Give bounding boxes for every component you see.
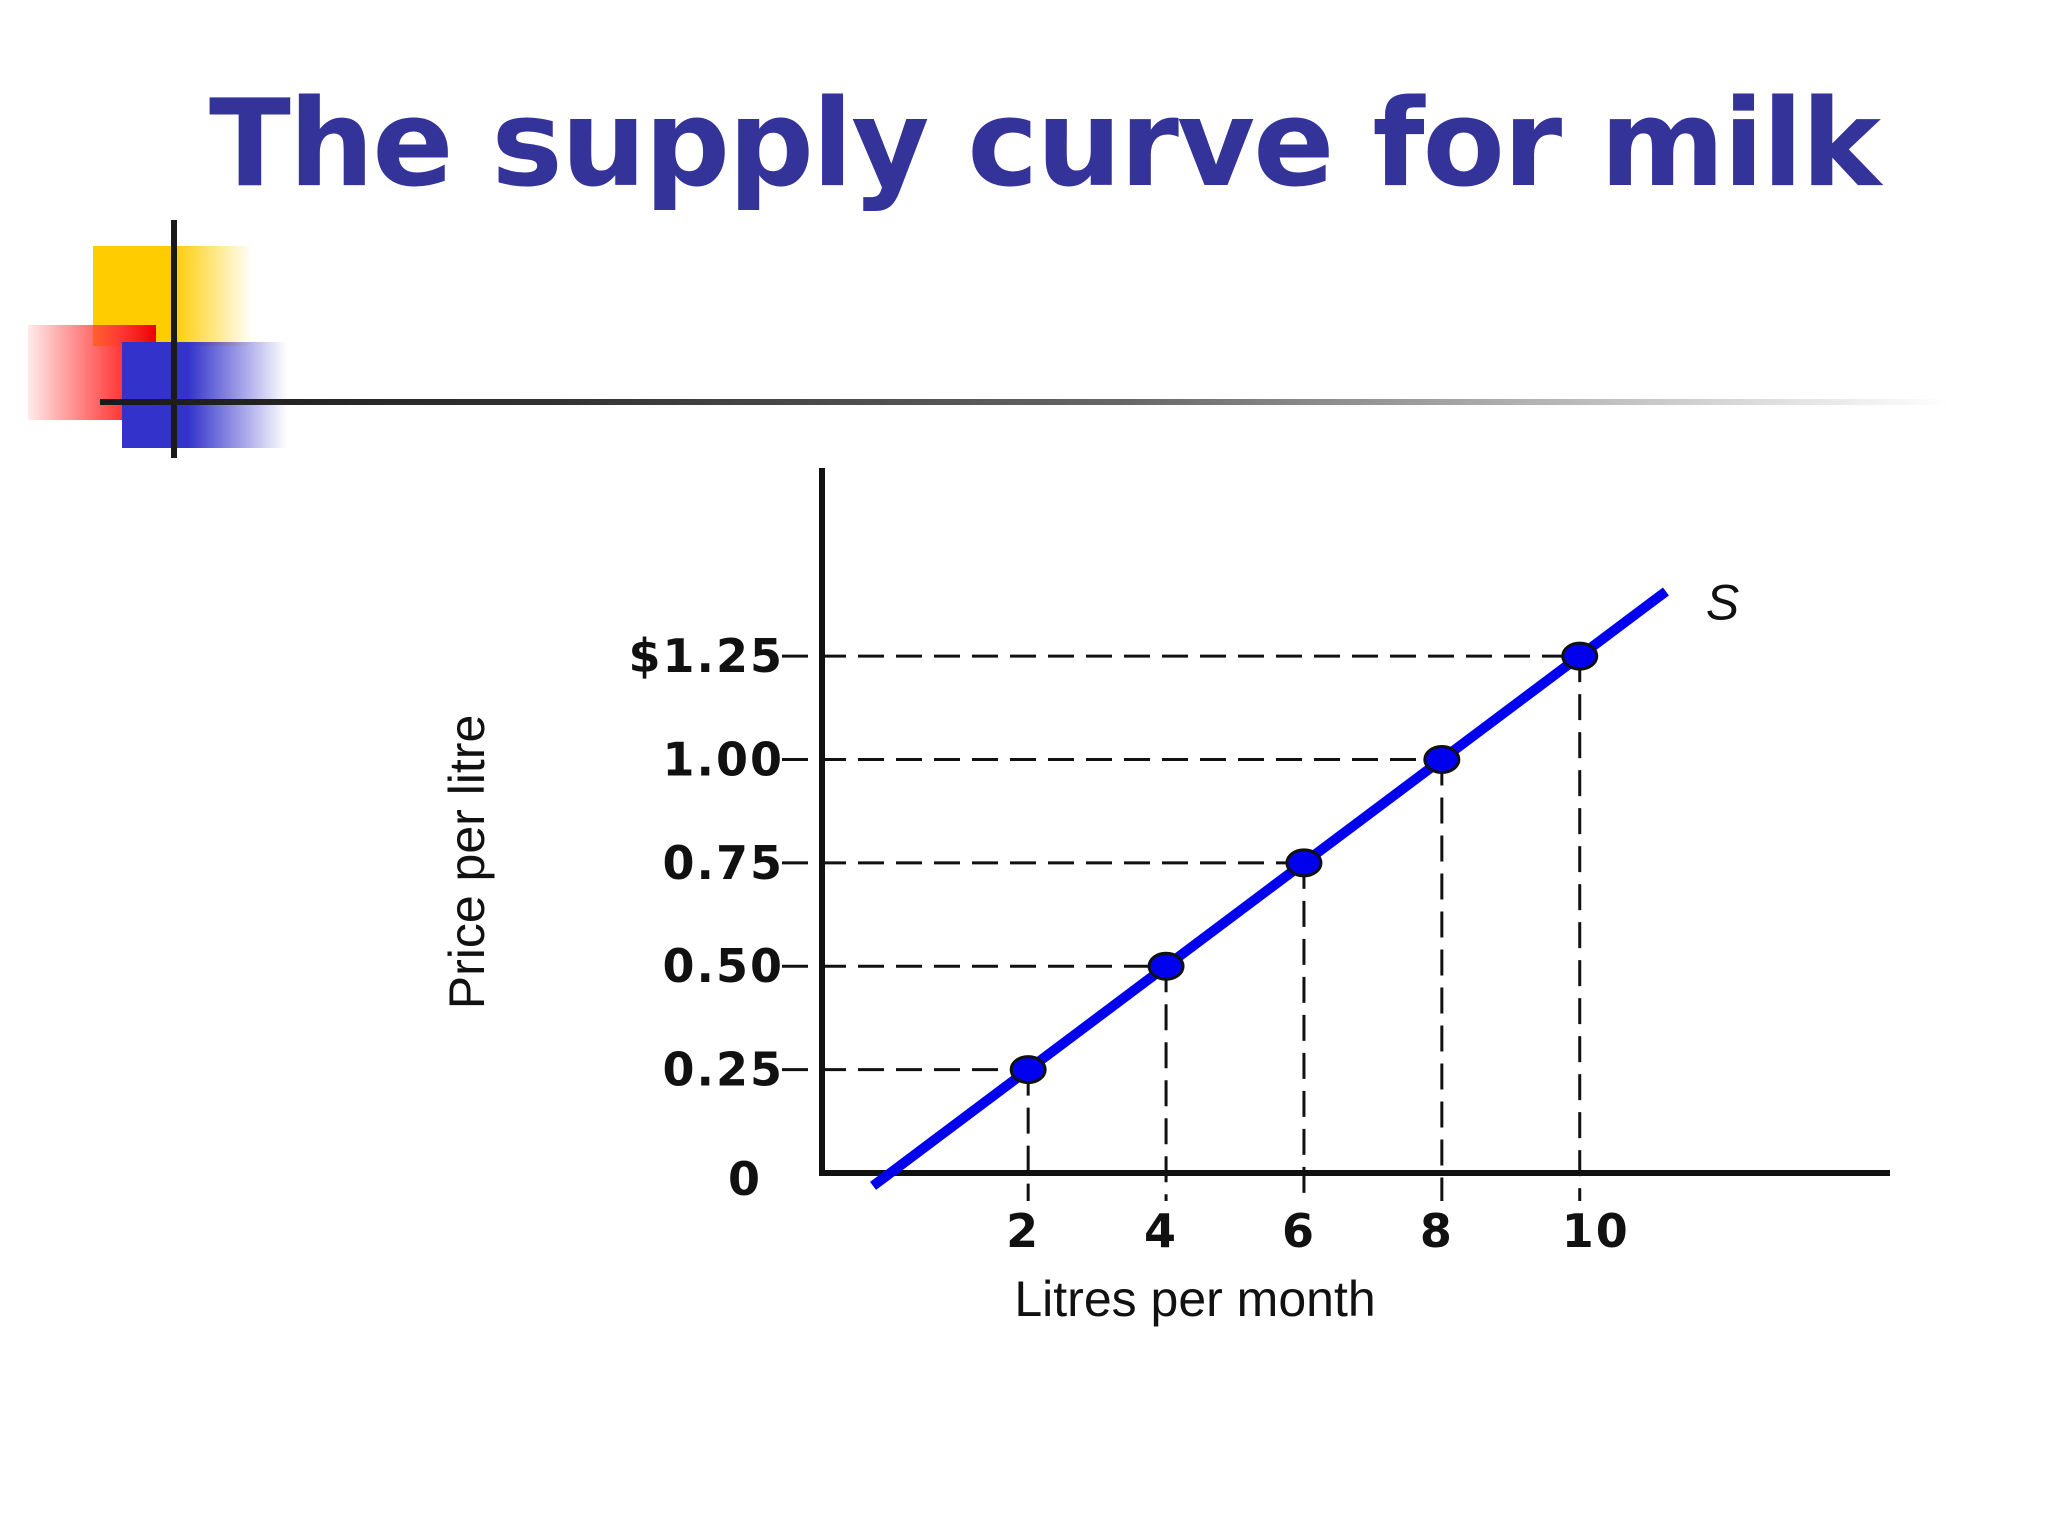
y-tick-label: 0.25 xyxy=(663,1043,785,1097)
y-tick-label: 0.75 xyxy=(663,836,785,890)
data-point xyxy=(1147,951,1185,981)
blue-decor-square xyxy=(122,342,287,448)
y-tick-labels: 0 0.25 0.50 0.75 1.00 $1.25 xyxy=(628,629,785,1206)
data-point xyxy=(1009,1055,1047,1085)
x-tick-labels: 2 4 6 8 10 xyxy=(1006,1204,1630,1258)
decor-vertical-rule xyxy=(171,220,177,458)
data-point xyxy=(1561,641,1599,671)
guide-lines-group xyxy=(782,654,1582,1201)
x-tick-label: 2 xyxy=(1006,1204,1040,1258)
y-tick-label: 0.50 xyxy=(663,939,785,993)
slide-title: The supply curve for milk xyxy=(208,75,1881,214)
x-tick-label: 10 xyxy=(1562,1204,1630,1258)
data-point xyxy=(1423,744,1461,774)
y-axis-title: Price per litre xyxy=(439,715,495,1010)
series-line-group xyxy=(870,587,1669,1190)
data-points-group xyxy=(1009,641,1599,1085)
data-point xyxy=(1285,848,1323,878)
y-tick-label: 0 xyxy=(728,1152,762,1206)
title-underline-rule xyxy=(100,399,1950,405)
x-tick-label: 4 xyxy=(1144,1204,1178,1258)
y-tick-label: $1.25 xyxy=(628,629,784,683)
series-label-s: S xyxy=(1706,574,1739,630)
x-tick-label: 6 xyxy=(1282,1204,1316,1258)
x-tick-label: 8 xyxy=(1420,1204,1454,1258)
supply-line-s xyxy=(870,587,1669,1190)
y-tick-label: 1.00 xyxy=(663,732,785,786)
x-axis-title: Litres per month xyxy=(1014,1271,1375,1327)
